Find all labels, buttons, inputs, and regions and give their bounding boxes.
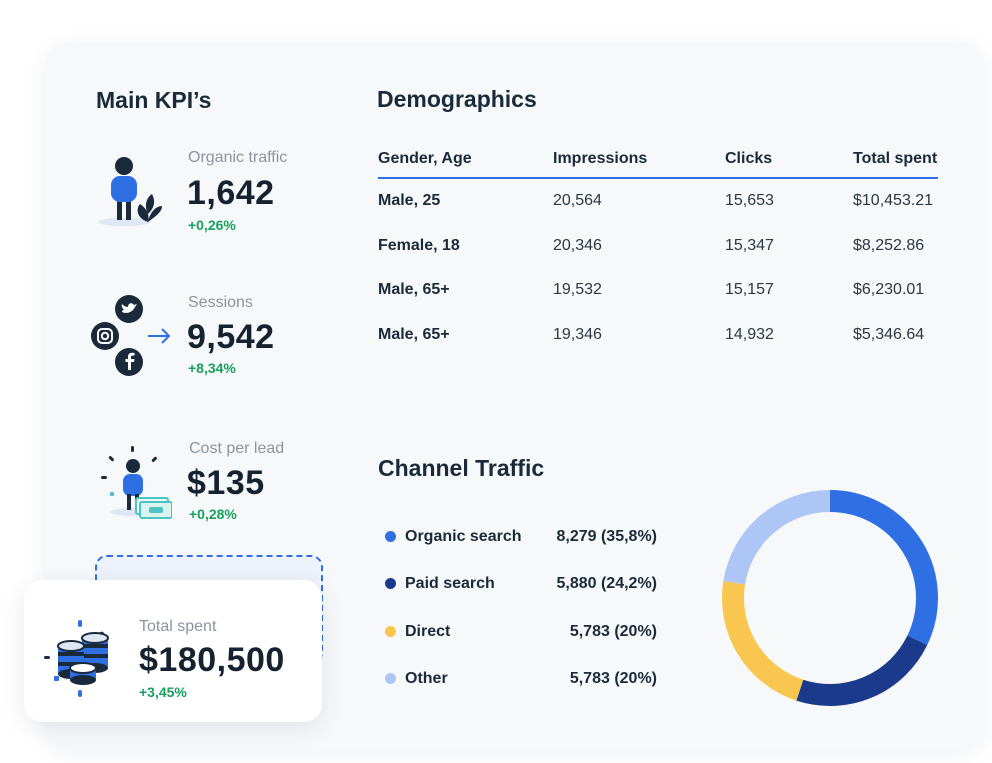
legend-dot: [385, 531, 396, 542]
cost-per-lead-delta: +0,28%: [189, 506, 237, 522]
table-row: Male, 25 20,564 15,653 $10,453.21: [378, 178, 938, 224]
table-row: Female, 18 20,346 15,347 $8,252.86: [378, 224, 938, 269]
table-cell: Male, 65+: [378, 281, 450, 299]
total-spent-label: Total spent: [139, 618, 217, 635]
column-header: Gender, Age: [378, 142, 553, 179]
sessions-delta: +8,34%: [188, 360, 236, 376]
cost-per-lead-label: Cost per lead: [189, 440, 285, 457]
legend-value: 8,279 (35,8%): [556, 528, 657, 545]
table-header-row: Gender, Age Impressions Clicks Total spe…: [378, 142, 938, 179]
legend-label: Other: [405, 670, 448, 687]
channel-donut-chart: [722, 490, 938, 706]
column-header: Impressions: [553, 142, 725, 179]
channel-traffic-title: Channel Traffic: [378, 455, 545, 481]
donut-slice-direct: [722, 580, 804, 701]
legend-item-organic: Organic search 8,279 (35,8%): [385, 526, 685, 548]
table-cell: 14,932: [725, 325, 774, 343]
legend-value: 5,783 (20%): [569, 670, 657, 687]
donut-slice-organic: [829, 490, 938, 646]
table-cell: 20,564: [553, 192, 602, 210]
cost-per-lead-value: $135: [187, 464, 265, 502]
column-header: Clicks: [725, 142, 853, 179]
table-cell: 15,653: [725, 192, 774, 210]
table-row: Male, 65+ 19,346 14,932 $5,346.64: [378, 313, 938, 358]
person-money-icon: [101, 446, 172, 519]
legend-label: Direct: [405, 623, 451, 640]
demographics-title: Demographics: [377, 86, 537, 112]
person-plant-icon: [98, 157, 162, 226]
table-cell: Male, 65+: [378, 325, 450, 343]
social-media-icon: [91, 295, 171, 376]
total-spent-delta: +3,45%: [139, 684, 187, 700]
legend-dot: [385, 673, 396, 684]
total-spent-value: $180,500: [139, 641, 285, 679]
donut-slice-paid: [796, 635, 928, 706]
table-cell: Male, 25: [378, 192, 441, 210]
table-cell: 15,347: [725, 236, 774, 254]
table-cell: $5,346.64: [853, 325, 925, 343]
organic-traffic-value: 1,642: [187, 174, 275, 212]
legend-label: Paid search: [405, 575, 495, 592]
legend-value: 5,880 (24,2%): [556, 575, 657, 592]
sessions-value: 9,542: [187, 318, 275, 356]
table-cell: $10,453.21: [853, 192, 934, 210]
table-cell: 19,346: [553, 325, 602, 343]
table-cell: 15,157: [725, 281, 774, 299]
legend-dot: [385, 578, 396, 589]
table-row: Male, 65+ 19,532 15,157 $6,230.01: [378, 268, 938, 313]
legend-item-other: Other 5,783 (20%): [385, 668, 685, 690]
legend-value: 5,783 (20%): [569, 623, 657, 640]
legend-label: Organic search: [405, 528, 522, 545]
donut-slice-other: [723, 490, 831, 585]
legend-item-direct: Direct 5,783 (20%): [385, 621, 685, 643]
column-header: Total spent: [853, 142, 938, 179]
table-cell: 20,346: [553, 236, 602, 254]
table-cell: $6,230.01: [853, 281, 925, 299]
sessions-label: Sessions: [188, 294, 253, 311]
demographics-table: Gender, Age Impressions Clicks Total spe…: [378, 142, 938, 357]
legend-dot: [385, 626, 396, 637]
legend-item-paid: Paid search 5,880 (24,2%): [385, 573, 685, 595]
kpi-section-title: Main KPI’s: [96, 87, 212, 113]
coins-stack-icon: [44, 620, 109, 697]
table-cell: Female, 18: [378, 236, 460, 254]
table-cell: 19,532: [553, 281, 602, 299]
organic-traffic-delta: +0,26%: [188, 217, 236, 233]
table-cell: $8,252.86: [853, 236, 925, 254]
organic-traffic-label: Organic traffic: [188, 149, 288, 166]
